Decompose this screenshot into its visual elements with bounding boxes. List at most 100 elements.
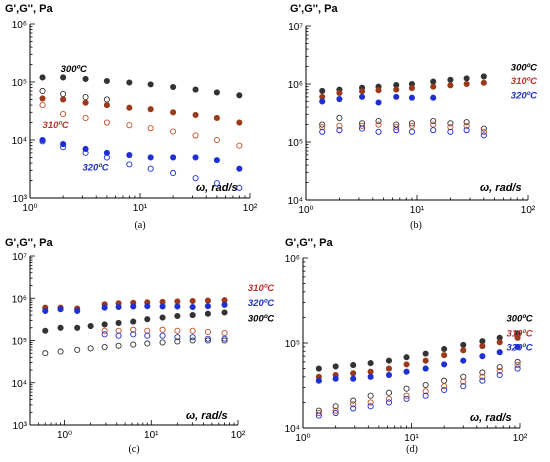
data-point bbox=[103, 77, 110, 85]
data-point bbox=[39, 74, 46, 81]
data-point bbox=[385, 371, 393, 379]
data-point bbox=[101, 304, 108, 311]
data-point bbox=[236, 119, 243, 126]
data-point bbox=[147, 106, 154, 113]
series-2 bbox=[39, 95, 243, 126]
data-point bbox=[101, 327, 108, 334]
data-point bbox=[315, 412, 322, 419]
data-point bbox=[403, 392, 410, 399]
series-label: 320ºC bbox=[248, 298, 274, 309]
data-point bbox=[315, 377, 322, 384]
data-point bbox=[460, 383, 467, 390]
series-1 bbox=[42, 301, 228, 315]
data-point bbox=[115, 303, 122, 311]
series-2 bbox=[315, 343, 521, 384]
data-point bbox=[359, 125, 366, 132]
chart-panel-d: 10⁰ 10¹ 10² 10⁴ 10⁵ 10⁶ G',G'', Pa ω, rad/s (d) 3… bbox=[285, 237, 533, 455]
data-point bbox=[74, 324, 81, 331]
data-point bbox=[74, 307, 81, 315]
data-point bbox=[221, 335, 228, 342]
data-point bbox=[359, 93, 366, 100]
data-point bbox=[174, 338, 181, 345]
data-point bbox=[359, 88, 366, 95]
data-point bbox=[204, 335, 211, 342]
data-point bbox=[375, 128, 382, 135]
data-point bbox=[336, 114, 343, 121]
panel-label: (b) bbox=[410, 220, 422, 231]
series-label: 320ºC bbox=[82, 162, 108, 173]
series-label: 310ºC bbox=[506, 328, 532, 339]
data-point bbox=[367, 399, 374, 406]
y-tick-label: 10⁴ bbox=[12, 136, 27, 147]
data-point bbox=[332, 403, 339, 410]
data-point bbox=[480, 128, 487, 135]
y-tick-label: 10⁶ bbox=[285, 254, 300, 265]
data-point bbox=[144, 303, 151, 310]
data-point bbox=[447, 120, 454, 127]
data-point bbox=[130, 341, 137, 348]
data-point bbox=[460, 347, 467, 354]
data-point bbox=[332, 363, 339, 370]
data-point bbox=[441, 386, 448, 394]
data-point bbox=[126, 161, 133, 168]
data-point bbox=[460, 378, 467, 385]
y-axis-title: G',G'', Pa bbox=[5, 3, 53, 15]
data-point bbox=[130, 326, 137, 333]
y-tick-label: 10⁴ bbox=[12, 379, 27, 390]
series-label: 310ºC bbox=[511, 76, 537, 87]
panel-label: (a) bbox=[134, 220, 145, 231]
data-point bbox=[375, 87, 382, 94]
data-point bbox=[159, 339, 166, 346]
data-point bbox=[480, 125, 487, 132]
data-point bbox=[367, 360, 374, 367]
x-tick-label: 10² bbox=[243, 203, 258, 214]
panel-label: (c) bbox=[128, 444, 139, 455]
data-point bbox=[213, 180, 220, 187]
series-5 bbox=[315, 365, 521, 419]
data-point bbox=[147, 81, 154, 88]
data-point bbox=[463, 127, 470, 134]
series-4 bbox=[315, 362, 521, 417]
data-point bbox=[332, 375, 339, 382]
data-point bbox=[367, 403, 374, 410]
data-point bbox=[147, 154, 154, 161]
series-2 bbox=[319, 93, 437, 106]
data-point bbox=[430, 94, 437, 101]
data-point bbox=[367, 373, 374, 380]
data-point bbox=[479, 369, 486, 376]
data-point bbox=[514, 334, 521, 341]
x-tick-label: 10¹ bbox=[144, 430, 159, 441]
data-point bbox=[60, 141, 67, 148]
data-point bbox=[408, 120, 415, 127]
data-point bbox=[189, 337, 196, 344]
data-point bbox=[430, 121, 437, 128]
data-point bbox=[57, 324, 64, 331]
data-point bbox=[408, 94, 415, 101]
data-point bbox=[422, 382, 429, 389]
data-point bbox=[82, 75, 89, 82]
data-point bbox=[192, 111, 199, 119]
data-point bbox=[147, 165, 154, 172]
data-point bbox=[82, 99, 89, 106]
x-tick-label: 10² bbox=[513, 433, 528, 444]
data-point bbox=[463, 119, 470, 126]
data-point bbox=[463, 80, 470, 88]
data-point bbox=[422, 392, 429, 399]
data-point bbox=[460, 357, 467, 364]
data-point bbox=[82, 114, 89, 121]
data-point bbox=[350, 405, 357, 412]
data-point bbox=[192, 132, 199, 139]
data-point bbox=[213, 89, 220, 96]
data-point bbox=[204, 310, 211, 317]
x-axis-title: ω, rad/s bbox=[186, 410, 228, 422]
data-point bbox=[213, 136, 220, 144]
data-point bbox=[430, 117, 437, 125]
data-point bbox=[408, 85, 415, 92]
data-point bbox=[147, 125, 154, 132]
data-point bbox=[479, 373, 486, 380]
data-point bbox=[350, 370, 357, 377]
data-point bbox=[174, 298, 181, 305]
data-point bbox=[115, 327, 122, 334]
series-5 bbox=[39, 138, 243, 191]
data-point bbox=[126, 152, 133, 159]
